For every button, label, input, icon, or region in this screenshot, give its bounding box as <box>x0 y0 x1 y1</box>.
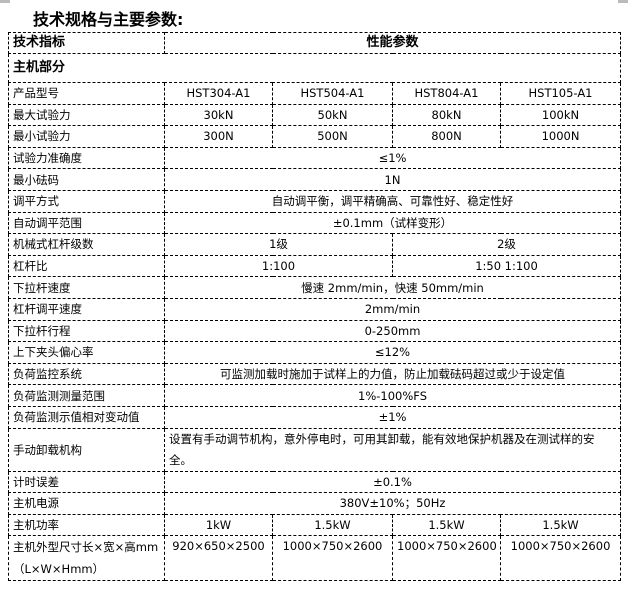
table-row: 自动调平范围 ±0.1mm（试样变形） <box>8 211 622 235</box>
table-row: 杠杆比 1:100 1:50 1:100 <box>8 254 622 278</box>
row-value: 1:50 1:100 <box>391 254 622 278</box>
section-title: 主机部分 <box>7 53 622 83</box>
row-value: HST304-A1 <box>164 82 273 105</box>
row-value: 50kN <box>272 103 393 127</box>
table-row: 主机外型尺寸长×宽×高mm（L×W×Hmm） 920×650×2500 1000×7… <box>8 535 622 582</box>
row-label: 负荷监控系统 <box>8 362 165 386</box>
row-label: 手动卸载机构 <box>8 427 165 472</box>
table-row: 负荷监测示值相对变动值 ±1% <box>8 405 622 429</box>
table-header-row: 技术指标 性能参数 <box>8 32 622 54</box>
row-label: 最小试验力 <box>8 125 165 148</box>
row-value: 1级 <box>164 233 393 256</box>
row-label: 计时误差 <box>8 470 165 494</box>
row-label: 试验力准确度 <box>8 146 165 170</box>
table-row: 最大试验力 30kN 50kN 80kN 100kN <box>8 103 622 127</box>
row-value: 80kN <box>392 103 501 127</box>
table-row: 下拉杆行程 0-250mm <box>8 319 622 343</box>
table-row: 调平方式 自动调平衡，调平精确高、可靠性好、稳定性好 <box>8 189 622 213</box>
table-row: 负荷监控系统 可监测加载时施加于试样上的力值，防止加载砝码超过或少于设定值 <box>8 362 622 386</box>
table-row: 上下夹头偏心率 ≤12% <box>8 341 622 364</box>
row-value: 500N <box>272 125 393 148</box>
row-value: 800N <box>392 125 501 148</box>
spec-table: 技术指标 性能参数 主机部分 产品型号 HST304-A1 HST504-A1 HST… <box>7 32 622 582</box>
row-label: 自动调平范围 <box>8 211 165 235</box>
page-title: 技术规格与主要参数: <box>33 10 184 29</box>
row-value: 1000×750×2600 <box>499 535 622 582</box>
row-value: ±0.1mm（试样变形） <box>163 211 622 235</box>
row-value: 1:100 <box>164 254 393 278</box>
row-value: HST105-A1 <box>499 82 622 105</box>
row-label: 杠杆调平速度 <box>8 297 165 321</box>
row-value: 0-250mm <box>163 319 622 343</box>
table-row: 主机电源 380V±10%；50Hz <box>8 492 622 515</box>
row-value: 2mm/min <box>163 297 622 321</box>
row-label: 机械式杠杆级数 <box>8 233 165 256</box>
row-value: 设置有手动调节机构，意外停电时，可用其卸载，能有效地保护机器及在测试样的安全。 <box>163 427 622 472</box>
table-row: 主机功率 1kW 1.5kW 1.5kW 1.5kW <box>8 513 622 537</box>
row-label: 主机电源 <box>8 492 165 515</box>
row-value: 1000N <box>499 125 622 148</box>
row-label: 主机外型尺寸长×宽×高mm（L×W×Hmm） <box>8 535 165 582</box>
row-value: 自动调平衡，调平精确高、可靠性好、稳定性好 <box>163 189 622 213</box>
row-value: 1000×750×2600 <box>272 535 393 582</box>
row-value: 300N <box>164 125 273 148</box>
row-value: 2级 <box>391 233 622 256</box>
table-row: 机械式杠杆级数 1级 2级 <box>8 233 622 256</box>
row-value: 1.5kW <box>272 513 393 537</box>
table-row: 计时误差 ±0.1% <box>8 470 622 494</box>
row-label: 产品型号 <box>8 82 165 105</box>
header-indicator: 技术指标 <box>8 32 165 54</box>
row-value: 慢速 2mm/min，快速 50mm/min <box>163 276 622 299</box>
header-performance: 性能参数 <box>163 32 622 54</box>
row-value: 920×650×2500 <box>164 535 273 582</box>
row-value: 1.5kW <box>392 513 501 537</box>
table-row: 负荷监测测量范围 1%-100%FS <box>8 384 622 407</box>
table-row: 手动卸载机构 设置有手动调节机构，意外停电时，可用其卸载，能有效地保护机器及在测试… <box>8 427 622 472</box>
corner-mark <box>618 0 628 3</box>
row-value: 1%-100%FS <box>163 384 622 407</box>
row-value: 100kN <box>499 103 622 127</box>
section-row: 主机部分 <box>7 53 622 83</box>
row-value: ≤12% <box>163 341 622 364</box>
row-value: ≤1% <box>163 146 622 170</box>
row-value: 30kN <box>164 103 273 127</box>
row-value: ±1% <box>163 405 622 429</box>
row-label: 下拉杆速度 <box>8 276 165 299</box>
row-label: 调平方式 <box>8 189 165 213</box>
row-label: 最大试验力 <box>8 103 165 127</box>
row-label: 主机功率 <box>8 513 165 537</box>
table-row: 试验力准确度 ≤1% <box>8 146 622 170</box>
corner-mark <box>0 0 10 3</box>
row-value: 1N <box>163 168 622 191</box>
row-value: 1kW <box>164 513 273 537</box>
table-row: 最小试验力 300N 500N 800N 1000N <box>8 125 622 148</box>
row-value: HST804-A1 <box>392 82 501 105</box>
row-value: HST504-A1 <box>272 82 393 105</box>
table-row: 产品型号 HST304-A1 HST504-A1 HST804-A1 HST105-A1 <box>8 82 622 105</box>
row-value: ±0.1% <box>163 470 622 494</box>
row-label: 负荷监测测量范围 <box>8 384 165 407</box>
row-label: 负荷监测示值相对变动值 <box>8 405 165 429</box>
table-row: 杠杆调平速度 2mm/min <box>8 297 622 321</box>
row-label: 杠杆比 <box>8 254 165 278</box>
row-value: 1000×750×2600 <box>392 535 501 582</box>
row-value: 380V±10%；50Hz <box>163 492 622 515</box>
table-row: 下拉杆速度 慢速 2mm/min，快速 50mm/min <box>8 276 622 299</box>
row-value: 1.5kW <box>499 513 622 537</box>
row-label: 下拉杆行程 <box>8 319 165 343</box>
row-label: 最小砝码 <box>8 168 165 191</box>
row-label: 上下夹头偏心率 <box>8 341 165 364</box>
table-row: 最小砝码 1N <box>8 168 622 191</box>
row-value: 可监测加载时施加于试样上的力值，防止加载砝码超过或少于设定值 <box>163 362 622 386</box>
